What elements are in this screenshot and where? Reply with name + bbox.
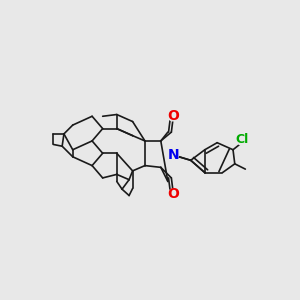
Circle shape (168, 189, 178, 200)
Text: O: O (167, 109, 179, 123)
Text: N: N (167, 148, 179, 162)
Circle shape (168, 150, 178, 160)
Circle shape (168, 110, 178, 121)
Circle shape (237, 135, 247, 145)
Text: O: O (167, 188, 179, 202)
Text: Cl: Cl (236, 134, 249, 146)
